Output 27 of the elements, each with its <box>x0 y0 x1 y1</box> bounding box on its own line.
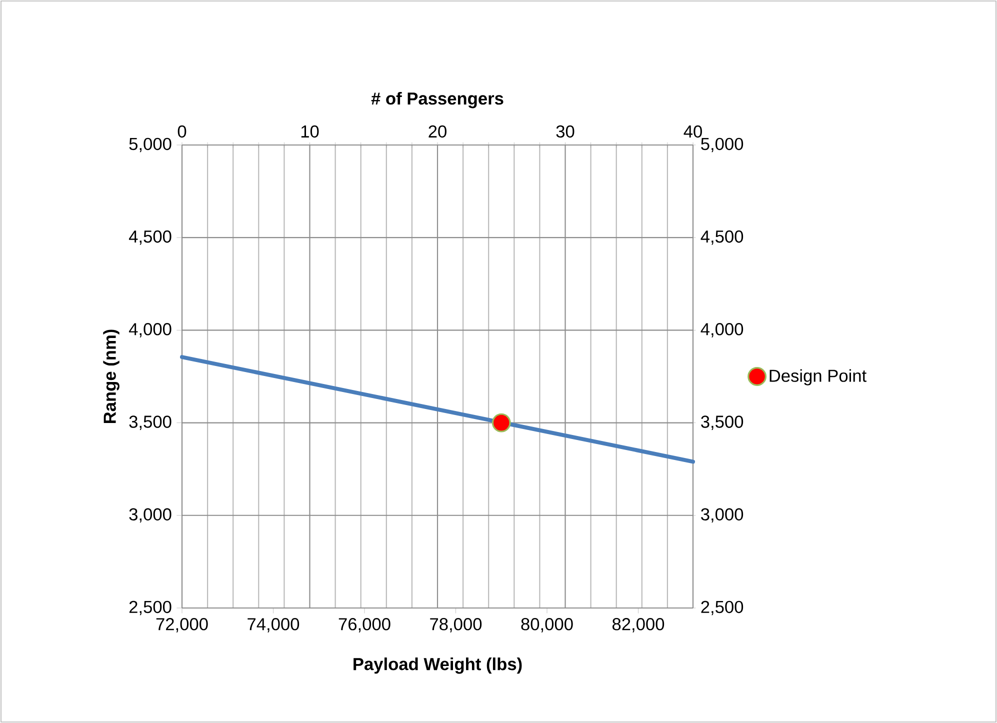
y-tick-label: 2,500 <box>129 600 172 616</box>
legend-label: Design Point <box>770 369 866 386</box>
y-tick-label: 4,000 <box>128 323 172 338</box>
y-tick-label: 5,000 <box>129 138 172 152</box>
y2-tick-label: 2,500 <box>701 600 744 616</box>
x-tick-label: 80,000 <box>521 618 573 632</box>
y2-tick-label: 4,500 <box>700 230 744 245</box>
x-tick-label: 72,000 <box>156 618 208 632</box>
x2-tick-label: 0 <box>178 125 186 138</box>
x2-tick-label: 20 <box>428 125 446 138</box>
y-tick-label: 4,500 <box>128 230 172 245</box>
x2-axis-title: # of Passengers <box>371 92 504 108</box>
x-tick-label: 74,000 <box>248 618 300 632</box>
x-tick-label: 82,000 <box>612 618 664 632</box>
x2-tick-label: 10 <box>301 125 319 138</box>
y2-tick-label: 3,000 <box>701 508 744 523</box>
y2-tick-label: 3,500 <box>701 416 744 430</box>
y-tick-label: 3,000 <box>129 508 172 523</box>
x-tick-label: 76,000 <box>338 618 390 632</box>
y2-tick-label: 5,000 <box>701 138 744 152</box>
x2-tick-label: 40 <box>684 125 702 138</box>
y-axis-title: Range (nm) <box>103 330 120 424</box>
y-tick-label: 3,500 <box>129 416 172 430</box>
x-axis-title: Payload Weight (lbs) <box>354 657 522 674</box>
x2-tick-label: 30 <box>556 125 574 138</box>
x-tick-label: 78,000 <box>430 618 482 632</box>
y2-tick-label: 4,000 <box>700 323 744 338</box>
